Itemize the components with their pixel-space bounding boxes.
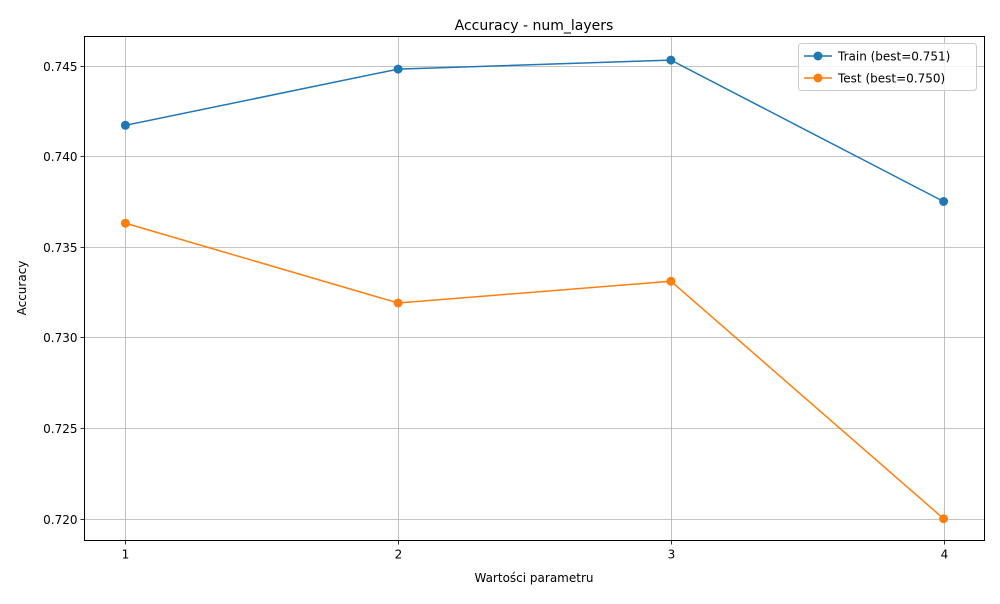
series-line-train <box>125 59 944 203</box>
data-point-train <box>393 64 403 74</box>
chart-title: Accuracy - num_layers <box>455 18 614 34</box>
legend-test-label: Test (best=0.750) <box>837 72 945 86</box>
series-line-test <box>125 222 945 520</box>
legend: Train (best=0.751) Test (best=0.750) <box>798 43 977 91</box>
data-point-test <box>393 298 403 308</box>
y-axis-label: Accuracy <box>15 261 29 316</box>
x-tick-label: 1 <box>122 548 130 562</box>
data-point-train <box>939 197 949 206</box>
grid <box>84 36 985 541</box>
legend-test-marker <box>813 73 823 83</box>
y-tick-label: 0.735 <box>43 241 77 255</box>
x-tick-label: 2 <box>395 548 403 562</box>
data-point-test <box>939 514 949 524</box>
y-tick-label: 0.740 <box>43 150 77 164</box>
y-axis-ticks: 0.720 0.725 0.730 0.735 0.740 0.745 <box>43 60 85 527</box>
y-tick-label: 0.720 <box>43 513 77 527</box>
data-point-test <box>120 218 130 228</box>
y-tick-label: 0.730 <box>43 331 77 345</box>
y-tick-label: 0.725 <box>43 422 77 436</box>
x-tick-label: 3 <box>668 548 676 562</box>
legend-train-marker <box>813 51 823 61</box>
data-point-train <box>120 120 130 130</box>
data-point-test <box>666 276 676 286</box>
y-tick-label: 0.745 <box>43 60 77 74</box>
x-axis-ticks: 1 2 3 4 <box>122 540 949 562</box>
legend-box <box>798 43 977 91</box>
series-group <box>120 55 949 524</box>
x-axis-label: Wartości parametru <box>474 571 593 585</box>
data-point-train <box>666 55 676 65</box>
legend-train-label: Train (best=0.751) <box>837 50 950 64</box>
plot-frame <box>84 36 985 541</box>
x-tick-label: 4 <box>941 548 949 562</box>
